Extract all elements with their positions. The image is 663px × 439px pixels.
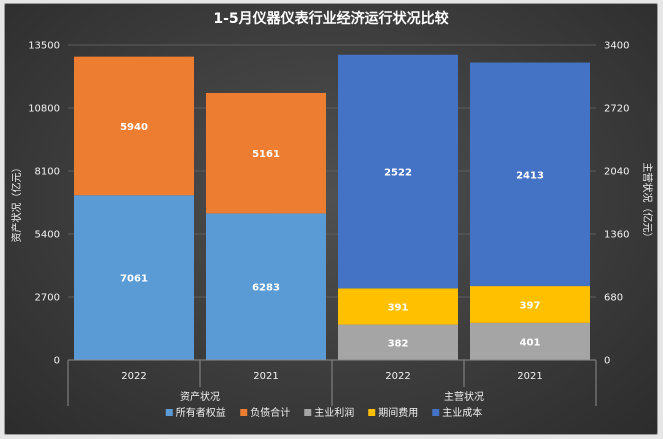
data-label: 2413 xyxy=(516,170,544,181)
left-tick-label: 2700 xyxy=(35,293,60,304)
bar-segment xyxy=(470,286,590,323)
group-label: 主营状况 xyxy=(444,390,484,403)
data-label: 6283 xyxy=(252,283,280,294)
data-label: 2522 xyxy=(384,168,412,179)
right-tick-label: 3400 xyxy=(604,41,629,52)
bar-segment xyxy=(470,322,590,360)
group-label: 资产状况 xyxy=(180,390,220,403)
bar-segment xyxy=(74,56,194,196)
bar-segment xyxy=(206,213,326,360)
bar-segment xyxy=(206,92,326,214)
legend-label: 主业成本 xyxy=(442,406,482,419)
legend-swatch xyxy=(432,409,440,416)
left-tick-label: 8100 xyxy=(35,167,60,178)
data-label: 7061 xyxy=(120,274,148,285)
left-tick-label: 5400 xyxy=(35,230,60,241)
legend-swatch xyxy=(304,409,312,416)
axes: 0 0 2700 680 5400 1360 8100 2040 10800 2720 13500 3… xyxy=(10,41,654,406)
legend-swatch xyxy=(165,409,173,416)
bar-segment xyxy=(470,62,590,287)
right-tick-label: 0 xyxy=(604,356,610,367)
bar-segment xyxy=(338,54,458,289)
legend: 所有者权益 负债合计 主业利润 期间费用 主业成本 xyxy=(165,406,482,419)
chart-title: 1-5月仪器仪表行业经济运行状况比较 xyxy=(213,10,448,27)
category-label: 2021 xyxy=(253,371,278,382)
right-tick-label: 1360 xyxy=(604,230,629,241)
left-tick-label: 10800 xyxy=(28,104,60,115)
data-labels: 7061 5940 6283 5161 382 391 2522 401 397 2413 xyxy=(120,122,544,349)
data-label: 382 xyxy=(388,338,409,349)
bar-segment xyxy=(74,195,194,360)
legend-swatch xyxy=(368,409,376,416)
legend-label: 所有者权益 xyxy=(176,406,226,419)
right-axis-title: 主营状况（亿元） xyxy=(641,163,654,243)
left-tick-label: 13500 xyxy=(28,41,60,52)
legend-swatch xyxy=(240,409,248,416)
bar-segment xyxy=(338,288,458,325)
legend-label: 主业利润 xyxy=(314,406,354,419)
right-tick-label: 2720 xyxy=(604,104,629,115)
bars xyxy=(74,54,590,360)
legend-label: 负债合计 xyxy=(250,406,290,419)
data-label: 5161 xyxy=(252,149,280,160)
data-label: 397 xyxy=(520,300,541,311)
data-label: 5940 xyxy=(120,122,148,133)
bar-segment xyxy=(338,324,458,360)
category-label: 2022 xyxy=(385,371,410,382)
data-label: 391 xyxy=(388,302,409,313)
left-axis-title: 资产状况（亿元） xyxy=(10,163,23,243)
category-label: 2022 xyxy=(121,371,146,382)
right-tick-label: 680 xyxy=(604,293,623,304)
left-tick-label: 0 xyxy=(54,356,60,367)
right-tick-label: 2040 xyxy=(604,167,629,178)
legend-label: 期间费用 xyxy=(378,406,418,419)
category-label: 2021 xyxy=(517,371,542,382)
data-label: 401 xyxy=(520,337,541,348)
